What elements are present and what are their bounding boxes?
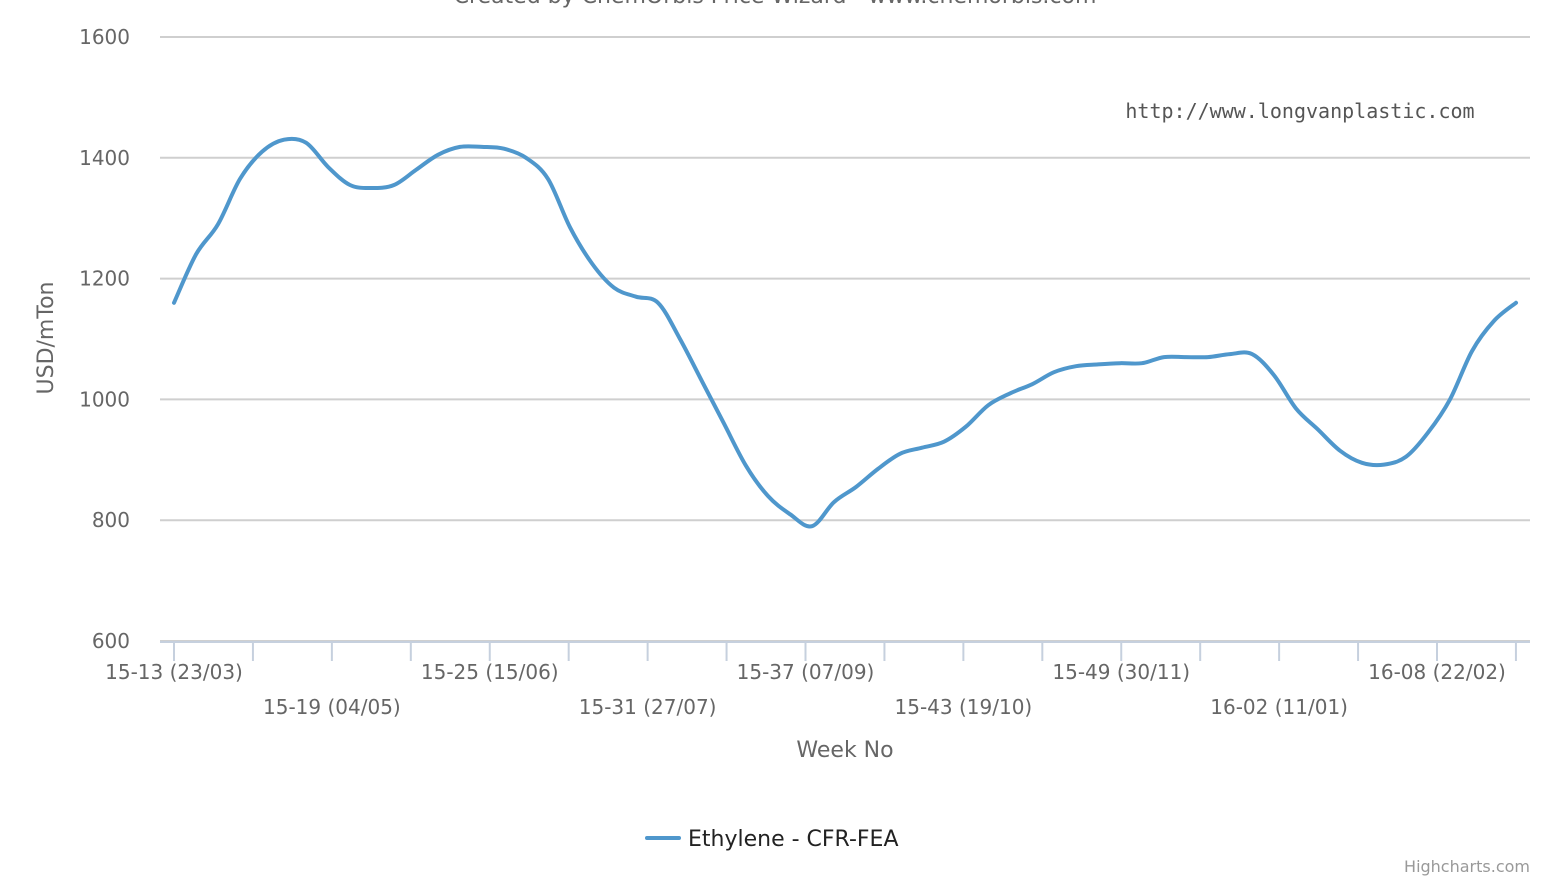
y-tick-label: 1000 <box>79 387 130 411</box>
x-tick-label: 16-08 (22/02) <box>1368 660 1506 684</box>
x-axis-title: Week No <box>796 738 893 763</box>
x-tick-label: 15-43 (19/10) <box>895 695 1033 719</box>
y-tick-label: 1600 <box>79 25 130 49</box>
x-tick-label: 15-19 (04/05) <box>263 695 401 719</box>
legend[interactable]: Ethylene - CFR-FEA <box>645 827 899 852</box>
x-tick-label: 15-13 (23/03) <box>105 660 243 684</box>
x-axis: 15-13 (23/03) 15-19 (04/05) 15-25 (15/06) 1… <box>105 641 1530 719</box>
watermark-text: http://www.longvanplastic.com <box>1125 99 1474 123</box>
x-tick-label: 15-49 (30/11) <box>1052 660 1190 684</box>
y-tick-label: 1400 <box>79 146 130 170</box>
credits-link[interactable]: Highcharts.com <box>1404 857 1530 876</box>
x-tick-label: 15-25 (15/06) <box>421 660 559 684</box>
x-tick-label: 15-37 (07/09) <box>737 660 875 684</box>
grid-lines <box>160 36 1530 642</box>
y-tick-label: 1200 <box>79 267 130 291</box>
x-tick-label: 15-31 (27/07) <box>579 695 717 719</box>
chart-subtitle: Created by ChemOrbis Price Wizard - www.… <box>454 0 1097 9</box>
series-line <box>172 136 1518 529</box>
y-axis-ticks: 600 800 1000 1200 1400 1600 <box>79 25 130 653</box>
y-tick-label: 800 <box>92 508 130 532</box>
legend-item-label[interactable]: Ethylene - CFR-FEA <box>688 827 899 852</box>
x-tick-label: 16-02 (11/01) <box>1210 695 1348 719</box>
series-group <box>172 136 1518 529</box>
y-tick-label: 600 <box>92 629 130 653</box>
y-axis-title: USD/mTon <box>34 282 59 395</box>
